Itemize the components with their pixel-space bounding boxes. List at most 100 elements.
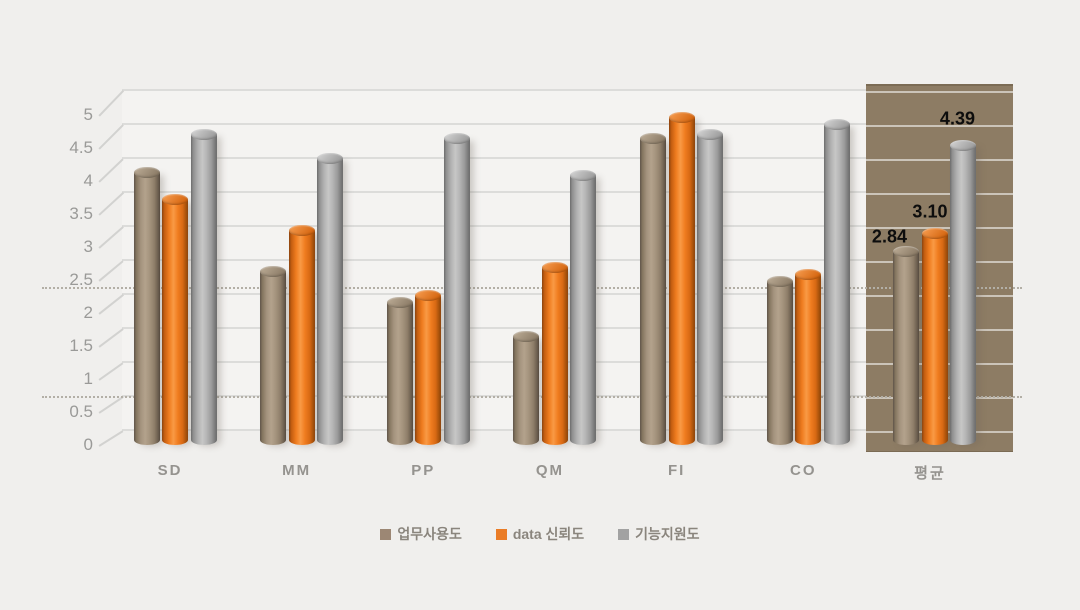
cylinder-body <box>795 274 822 445</box>
cylinder-body <box>823 123 850 445</box>
cylinder-bar <box>190 129 217 445</box>
y-axis-tick-label: 1.5 <box>69 336 93 355</box>
cylinder-bar <box>893 246 920 445</box>
data-label: 4.39 <box>939 108 975 129</box>
cylinder-bar <box>921 228 948 445</box>
cylinder-body <box>668 117 695 445</box>
category-label: MM <box>282 462 312 479</box>
y-tick-leader-line <box>98 124 124 150</box>
cylinder-top-cap <box>950 140 977 152</box>
cylinder-top-cap <box>260 265 287 277</box>
category-label: QM <box>535 462 565 479</box>
y-axis-tick-label: 4 <box>83 171 93 190</box>
legend-series-label: data 신뢰도 <box>512 526 585 542</box>
highlight-panel-gridline <box>866 227 1013 229</box>
cylinder-bar <box>541 262 568 445</box>
cylinder-bar <box>697 129 724 445</box>
y-axis-tick-label: 3.5 <box>69 204 93 223</box>
chart-legend: 업무사용도 data 신뢰도 기능지원도 <box>0 524 1080 544</box>
cylinder-bar <box>162 194 188 445</box>
cylinder-bar <box>823 118 850 445</box>
cylinder-top-cap <box>190 129 217 141</box>
y-axis-tick-label: 0.5 <box>69 402 93 421</box>
cylinder-body <box>570 175 597 445</box>
cylinder-body <box>921 233 948 445</box>
legend-item: data 신뢰도 <box>495 524 585 544</box>
cylinder-top-cap <box>795 269 822 281</box>
cylinder-top-cap <box>921 228 948 240</box>
cylinder-bar <box>317 153 344 445</box>
cylinder-body <box>697 134 724 445</box>
y-axis-tick-label: 2.5 <box>69 270 93 289</box>
highlight-panel-gridline <box>866 193 1013 195</box>
cylinder-body <box>640 137 667 445</box>
cylinder-body <box>893 251 920 445</box>
cylinder-bar <box>133 166 160 445</box>
highlight-panel-gridline <box>866 91 1013 93</box>
y-gridline <box>122 123 1013 125</box>
category-label: 평균 <box>914 465 946 482</box>
cylinder-top-cap <box>697 129 724 141</box>
legend-color-swatch <box>495 528 507 540</box>
legend-color-swatch <box>618 528 630 540</box>
cylinder-top-cap <box>893 246 920 258</box>
cylinder-bar <box>640 132 667 445</box>
cylinder-body <box>541 267 568 445</box>
y-tick-leader-line <box>98 158 124 183</box>
cylinder-top-cap <box>415 289 442 301</box>
legend-series-label: 기능지원도 <box>635 526 700 542</box>
legend-item: 기능지원도 <box>618 524 700 544</box>
cylinder-top-cap <box>162 194 188 206</box>
y-tick-leader-line <box>98 328 124 348</box>
y-tick-leader-line <box>98 226 124 249</box>
highlight-panel-gridline <box>866 125 1013 127</box>
y-tick-leader-line <box>98 396 124 414</box>
legend-item: 업무사용도 <box>380 524 462 544</box>
cylinder-top-cap <box>386 296 413 308</box>
cylinder-body <box>162 199 188 445</box>
cylinder-body <box>288 229 315 445</box>
y-axis-tick-label: 3 <box>83 237 93 256</box>
y-tick-leader-line <box>98 430 124 447</box>
cylinder-bar <box>415 289 442 445</box>
data-label: 3.10 <box>912 201 948 222</box>
y-gridline <box>122 225 1013 227</box>
data-label: 2.84 <box>871 226 907 247</box>
cylinder-bar <box>668 112 695 445</box>
y-axis-tick-label: 5 <box>83 105 93 124</box>
cylinder-bar <box>288 224 315 445</box>
cylinder-top-cap <box>288 224 315 236</box>
category-label: FI <box>667 462 686 479</box>
cylinder-bar <box>443 132 470 445</box>
cylinder-body <box>260 270 287 445</box>
cylinder-body <box>386 301 413 445</box>
y-gridline <box>122 191 1013 193</box>
dotted-reference-line <box>42 286 1022 289</box>
y-axis-tick-label: 4.5 <box>69 138 93 157</box>
cylinder-body <box>950 145 977 445</box>
y-axis-tick-label: 1 <box>83 369 93 388</box>
y-axis-tick-label: 2 <box>83 303 93 322</box>
y-tick-leader-line <box>98 192 124 216</box>
cylinder-top-cap <box>640 132 667 144</box>
legend-series-label: 업무사용도 <box>397 526 462 542</box>
cylinder-body <box>415 294 442 445</box>
cylinder-top-cap <box>317 153 344 165</box>
y-axis-tick-label: 0 <box>83 435 93 454</box>
highlight-panel-gridline <box>866 159 1013 161</box>
cylinder-body <box>133 171 160 445</box>
cylinder-bar <box>766 276 793 445</box>
category-label: PP <box>411 462 436 479</box>
y-tick-leader-line <box>98 90 124 117</box>
y-gridline <box>122 157 1013 159</box>
cylinder-body <box>443 137 470 445</box>
y-tick-leader-line <box>98 294 124 315</box>
cylinder-bar <box>950 140 977 445</box>
cylinder-bar <box>513 330 540 445</box>
cylinder-bar <box>260 265 287 445</box>
cylinder-body <box>766 281 793 445</box>
cylinder-top-cap <box>443 132 470 144</box>
cylinder-top-cap <box>766 276 793 288</box>
y-gridline <box>122 89 1013 91</box>
